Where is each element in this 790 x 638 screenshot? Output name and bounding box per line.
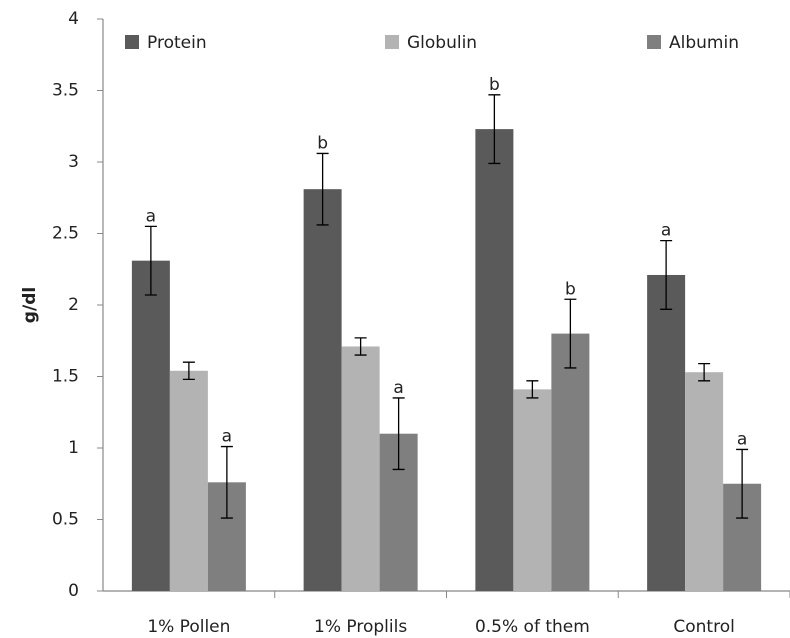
significance-label: a (146, 206, 156, 226)
significance-label: a (393, 378, 403, 398)
y-tick-label: 2.5 (52, 224, 79, 244)
bar (341, 346, 380, 591)
bar (647, 274, 686, 591)
bar (303, 189, 342, 592)
y-tick-label: 1 (68, 438, 79, 458)
legend-label: Globulin (407, 33, 477, 53)
bar (685, 372, 724, 591)
error-bar (182, 361, 195, 381)
error-bar (220, 445, 233, 519)
error-bar (354, 337, 367, 356)
significance-label: a (737, 429, 747, 449)
bar (131, 260, 170, 591)
error-bar (526, 380, 539, 399)
y-tick-label: 4 (68, 9, 79, 29)
y-tick-label: 3 (68, 152, 79, 172)
bar (551, 333, 590, 591)
y-tick-label: 1.5 (52, 367, 79, 387)
significance-label: a (661, 221, 671, 241)
x-tick-label: 0.5% of them (475, 617, 590, 637)
bar (513, 389, 552, 591)
x-tick-label: Control (673, 617, 734, 637)
error-bar (392, 397, 405, 471)
legend-swatch (385, 35, 399, 49)
x-tick-label: 1% Pollen (147, 617, 230, 637)
y-tick-label: 0 (68, 581, 79, 601)
error-bar (316, 152, 329, 226)
x-tick-label: 1% Proplils (314, 617, 407, 637)
legend-swatch (647, 35, 661, 49)
error-bar (736, 448, 749, 519)
legend-swatch (125, 35, 139, 49)
significance-label: b (317, 133, 328, 153)
y-axis-label: g/dl (20, 287, 40, 323)
significance-label: a (222, 427, 232, 447)
significance-label: b (489, 75, 500, 95)
y-tick-label: 0.5 (52, 510, 79, 530)
bar (169, 370, 208, 591)
y-tick-label: 2 (68, 295, 79, 315)
y-tick-label: 3.5 (52, 81, 79, 101)
error-bar (144, 225, 157, 296)
legend-label: Albumin (669, 33, 739, 53)
error-bar (488, 94, 501, 165)
legend-label: Protein (147, 33, 207, 53)
error-bar (698, 362, 711, 382)
error-bar (660, 240, 673, 310)
bar (475, 129, 514, 592)
error-bar (564, 298, 577, 369)
significance-label: b (565, 279, 576, 299)
